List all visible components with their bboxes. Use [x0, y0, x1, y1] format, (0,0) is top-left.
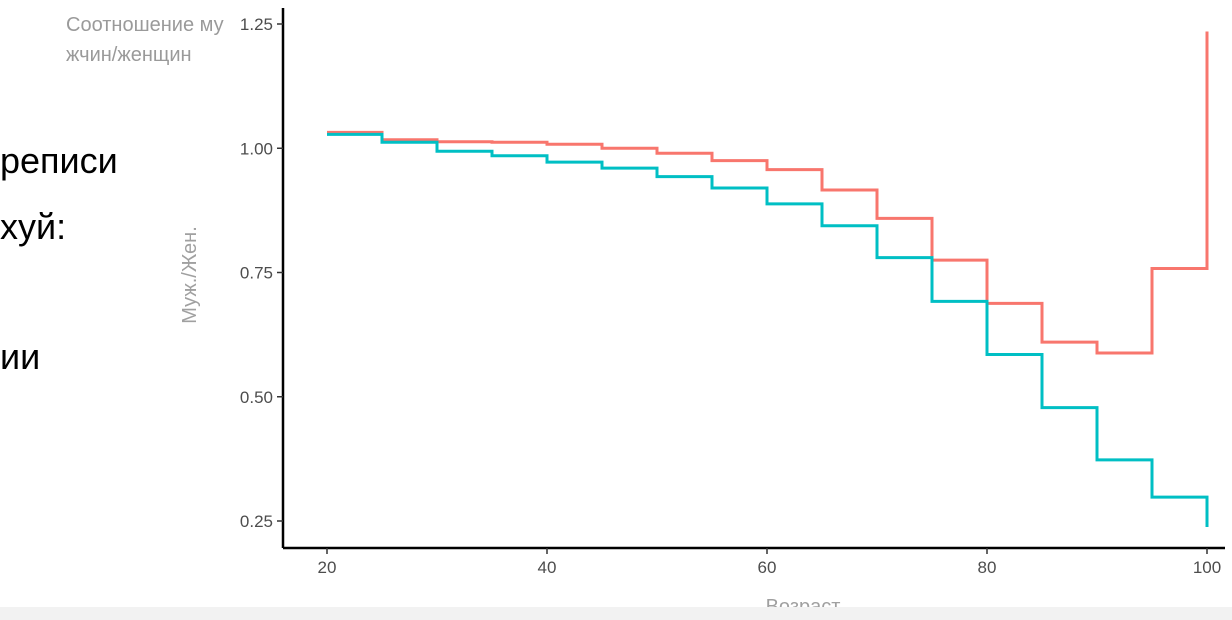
x-tick-label: 80 — [978, 558, 997, 577]
y-tick-label: 1.25 — [240, 15, 273, 34]
slide-text-line-3: ии — [0, 336, 41, 377]
y-tick-label: 0.75 — [240, 264, 273, 283]
slide-text-line-1: реписи — [0, 140, 118, 181]
bottom-band — [0, 607, 1232, 620]
axes: 20 40 60 80 100 0.25 0.50 0.75 1.00 1.25 — [240, 8, 1225, 577]
y-tick-label: 0.50 — [240, 388, 273, 407]
x-tick-label: 40 — [538, 558, 557, 577]
series-layer — [327, 31, 1209, 527]
series-line-1 — [327, 31, 1209, 355]
series-line-2 — [327, 132, 1209, 527]
y-tick-label: 0.25 — [240, 512, 273, 531]
x-tick-label: 60 — [758, 558, 777, 577]
chart-title: Соотношение мужчин/женщин — [66, 14, 224, 66]
y-tick-label: 1.00 — [240, 139, 273, 158]
x-tick-label: 100 — [1193, 558, 1221, 577]
y-axis-label: Муж./Жен. — [179, 226, 201, 324]
x-tick-label: 20 — [318, 558, 337, 577]
slide-text-line-2: хуй: — [0, 206, 67, 247]
